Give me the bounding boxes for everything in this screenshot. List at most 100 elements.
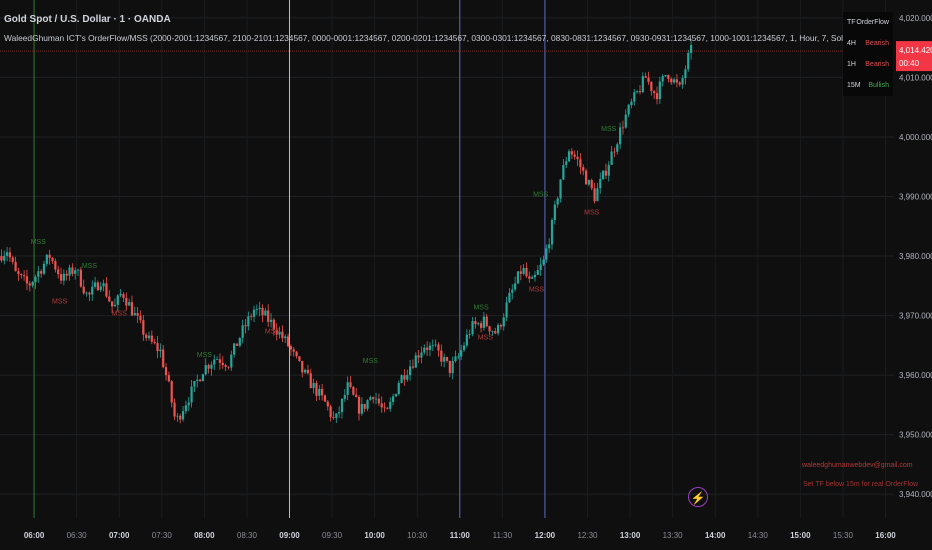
time-tick-label: 12:00 — [535, 531, 556, 540]
candle-body — [57, 269, 60, 275]
time-tick-label: 11:30 — [493, 531, 513, 540]
candle-body — [542, 259, 545, 265]
candle-body — [51, 258, 54, 262]
candle-body — [179, 415, 182, 420]
candle-body — [93, 282, 97, 287]
candle-body — [82, 286, 85, 294]
mss-label: MSS — [363, 358, 379, 365]
candle-body — [298, 356, 301, 361]
candle-body — [522, 267, 525, 274]
mss-label: MSS — [533, 191, 549, 198]
candle-body — [269, 319, 273, 322]
candle-body — [119, 293, 122, 296]
candle-body — [468, 333, 471, 335]
candle-body — [315, 382, 318, 396]
candle-body — [647, 77, 650, 82]
candle-body — [318, 388, 321, 396]
candle-body — [164, 367, 168, 376]
candle-body — [196, 379, 199, 382]
candle-body — [451, 361, 454, 374]
candle-body — [261, 307, 264, 316]
candle-body — [386, 408, 389, 409]
price-tick-label: 4,010.000 — [899, 73, 932, 82]
candle-body — [519, 271, 522, 274]
price-tick-label: 3,970.000 — [899, 312, 932, 321]
candle-body — [502, 317, 505, 327]
candle-body — [426, 347, 429, 350]
candle-body — [562, 165, 565, 180]
candle-body — [604, 170, 608, 176]
lightning-icon[interactable]: ⚡ — [688, 487, 708, 507]
mss-label: MSS — [473, 305, 489, 312]
price-tick-label: 3,940.000 — [899, 490, 932, 499]
candle-body — [252, 309, 256, 317]
candle-body — [397, 382, 400, 394]
candle-body — [678, 82, 681, 85]
candle-body — [142, 320, 145, 335]
candle-body — [233, 343, 236, 355]
time-tick-label: 09:00 — [279, 531, 300, 540]
candle-body — [40, 271, 43, 274]
candle-body — [130, 302, 134, 316]
time-axis[interactable]: 06:00 06:30 07:00 07:30 08:00 08:30 09:00 09:30… — [0, 518, 932, 550]
candle-body — [636, 91, 639, 93]
candle-body — [48, 254, 51, 259]
candle-body — [644, 76, 647, 78]
candle-body — [479, 323, 483, 328]
candle-body — [17, 271, 20, 275]
candle-body — [689, 45, 693, 53]
candle-body — [235, 343, 239, 346]
candle-body — [414, 355, 417, 368]
tf-label: 4H — [847, 40, 856, 47]
candle-body — [312, 382, 315, 389]
candle-body — [633, 92, 636, 102]
candle-body — [139, 315, 142, 321]
candle-body — [383, 407, 386, 409]
orderflow-row-4h: 4H Bearish — [843, 33, 893, 54]
candle-body — [88, 292, 91, 295]
candle-body — [159, 349, 162, 352]
candle-body — [570, 151, 573, 155]
candle-body — [267, 310, 270, 322]
indicator-legend[interactable]: WaleedGhuman ICT's OrderFlow/MSS (2000-2… — [4, 33, 884, 43]
candle-body — [619, 127, 622, 145]
candle-body — [309, 373, 312, 389]
candle-body — [198, 379, 202, 382]
time-tick-label: 06:30 — [67, 531, 88, 540]
candle-body — [213, 359, 216, 365]
candle-body — [457, 356, 460, 358]
candle-body — [565, 161, 568, 166]
candle-body — [34, 276, 37, 283]
candle-body — [355, 394, 358, 398]
time-tick-label: 14:00 — [705, 531, 726, 540]
candle-body — [641, 76, 644, 93]
time-tick-label: 11:00 — [450, 531, 471, 540]
candle-body — [377, 398, 380, 404]
candle-body — [238, 337, 241, 346]
orderflow-hint: Set TF below 15m for real OrderFlow — [803, 481, 919, 488]
candle-body — [553, 204, 556, 221]
time-tick-label: 07:30 — [152, 531, 173, 540]
price-axis-bg — [894, 0, 932, 550]
candle-body — [684, 69, 687, 79]
candle-body — [389, 401, 392, 409]
candle-body — [275, 329, 278, 335]
symbol-title[interactable]: Gold Spot / U.S. Dollar · 1 · OANDA — [4, 14, 171, 25]
orderflow-value: Bearish — [865, 61, 889, 68]
candle-body — [525, 267, 528, 277]
candle-body — [613, 151, 616, 153]
candle-body — [338, 412, 341, 414]
candle-body — [576, 156, 579, 160]
candle-body — [133, 313, 136, 316]
candle-body — [85, 292, 88, 294]
candle-body — [111, 301, 114, 307]
candle-body — [539, 264, 542, 271]
price-axis[interactable]: 3,940.000 3,950.000 3,960.000 3,970.000 3,98… — [894, 0, 932, 550]
candle-body — [584, 170, 588, 185]
candle-body — [675, 79, 678, 83]
candle-body — [627, 105, 630, 115]
candle-body — [59, 274, 63, 281]
orderflow-table: TF OrderFlow 4H Bearish 1H Bearish 15M B… — [843, 12, 893, 96]
